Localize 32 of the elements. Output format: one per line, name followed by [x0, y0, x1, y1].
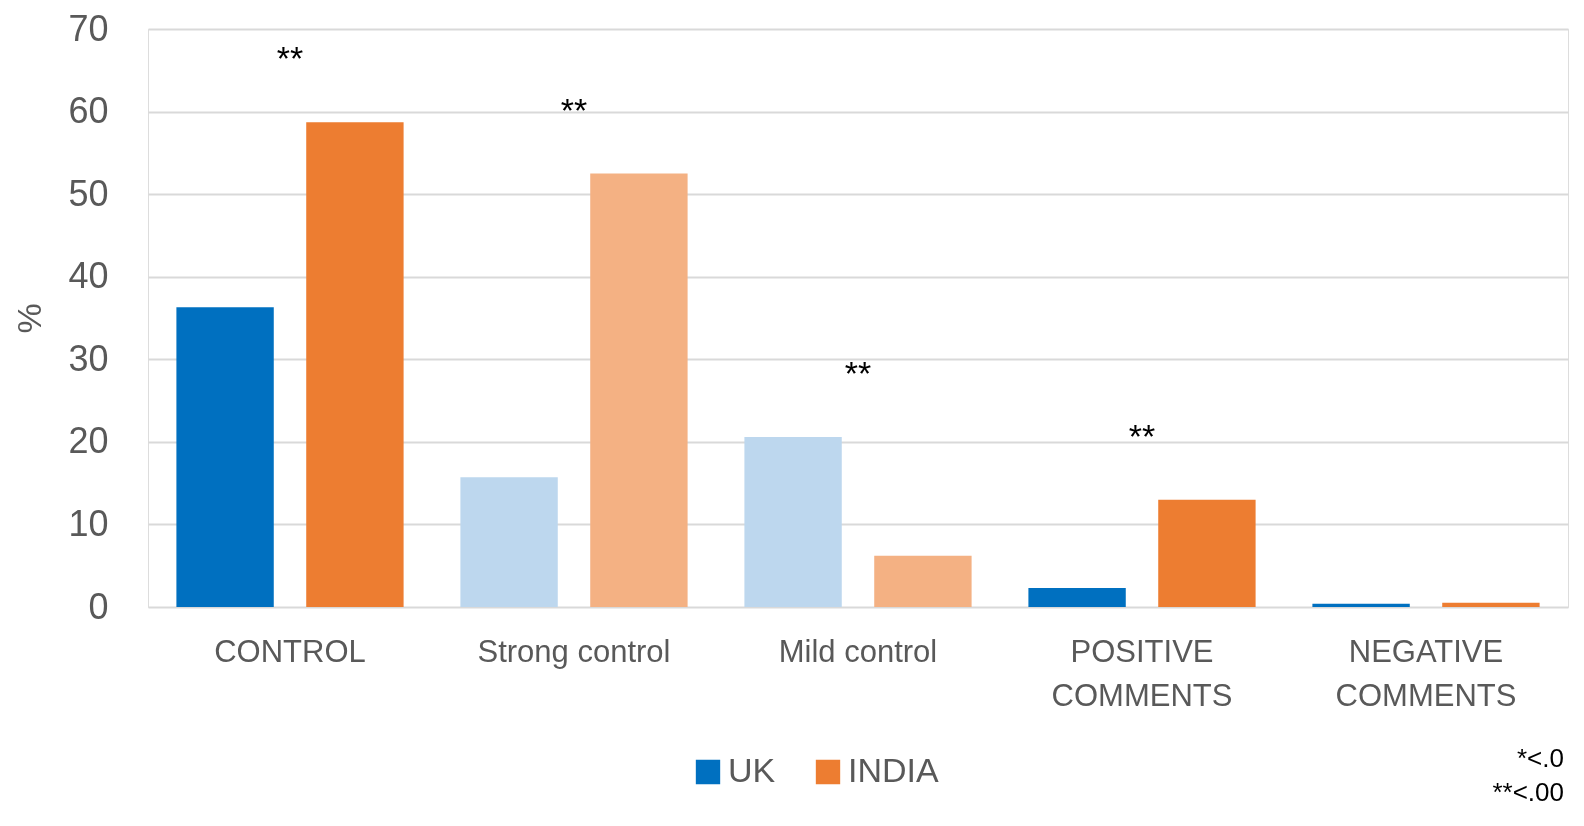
x-tick-label: CONTROL: [214, 633, 366, 669]
x-tick-label: Mild control: [778, 633, 938, 669]
y-tick-label: 0: [88, 585, 109, 627]
y-tick-label: 10: [68, 502, 109, 544]
y-tick-label: 30: [68, 337, 109, 379]
bar: [1442, 602, 1540, 607]
y-tick-label: 40: [68, 255, 109, 297]
legend-label: INDIA: [848, 751, 939, 789]
bar: [306, 122, 404, 607]
y-axis-title: %: [10, 303, 49, 334]
x-tick-label: Strong control: [477, 633, 671, 669]
bar: [176, 307, 274, 607]
annotation: **: [276, 39, 304, 78]
y-tick-label: 20: [68, 420, 109, 462]
annotation: **: [560, 90, 588, 129]
bar: [1312, 603, 1410, 607]
annotation: **: [844, 353, 872, 392]
bar: [590, 173, 688, 607]
bar: [460, 477, 558, 607]
legend-label: UK: [728, 751, 776, 789]
y-tick-label: 60: [68, 90, 109, 132]
bar: [1028, 588, 1126, 607]
bar: [1158, 499, 1256, 607]
text: *<.0: [1517, 743, 1564, 773]
annotation: **: [1128, 416, 1156, 455]
y-tick-label: 70: [68, 7, 109, 49]
x-tick-label: POSITIVE COMMENTS: [1051, 633, 1233, 713]
bar: [874, 555, 972, 607]
y-tick-label: 50: [68, 172, 109, 214]
bar: [744, 436, 842, 607]
x-tick-label: NEGATIVE COMMENTS: [1335, 633, 1517, 713]
text: **<.00: [1492, 777, 1564, 807]
